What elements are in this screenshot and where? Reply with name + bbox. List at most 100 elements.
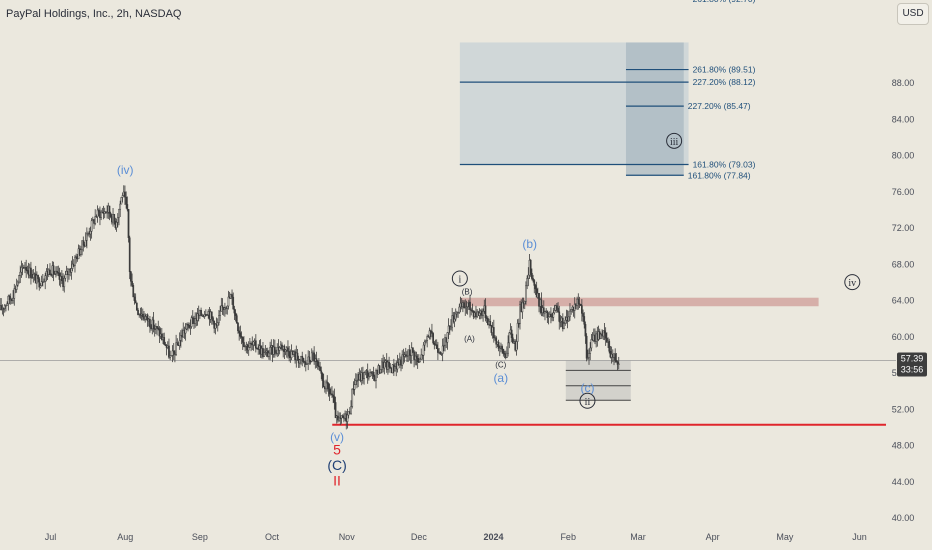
candle-body[interactable]	[590, 339, 593, 349]
candle-body[interactable]	[308, 356, 311, 362]
candle-body[interactable]	[583, 316, 586, 325]
candle-body[interactable]	[442, 344, 445, 347]
candle-body[interactable]	[40, 281, 43, 286]
candle-body[interactable]	[525, 285, 527, 302]
candle-body[interactable]	[86, 233, 88, 241]
candle-body[interactable]	[171, 350, 174, 356]
candle-body[interactable]	[296, 352, 299, 360]
candle-body[interactable]	[126, 204, 129, 210]
candle-body[interactable]	[157, 327, 160, 330]
candle-body[interactable]	[420, 354, 423, 360]
candle-body[interactable]	[178, 340, 181, 346]
candle-body[interactable]	[216, 322, 219, 327]
candle-body[interactable]	[542, 307, 545, 314]
candle-body[interactable]	[582, 313, 584, 317]
candle-body[interactable]	[119, 203, 122, 210]
candle-body[interactable]	[137, 309, 139, 316]
candle-body[interactable]	[354, 380, 357, 385]
candle-body[interactable]	[510, 329, 513, 338]
candle-body[interactable]	[318, 365, 320, 368]
candle-body[interactable]	[218, 315, 220, 323]
candle-body[interactable]	[585, 335, 588, 359]
candle-body[interactable]	[435, 344, 438, 349]
candle-body[interactable]	[316, 361, 319, 367]
candle-body[interactable]	[419, 359, 421, 363]
candle-body[interactable]	[313, 352, 315, 362]
candle-body[interactable]	[243, 342, 245, 348]
candle-body[interactable]	[334, 402, 337, 418]
candle-body[interactable]	[346, 414, 349, 422]
candle-body[interactable]	[429, 330, 432, 332]
candle-body[interactable]	[152, 319, 155, 329]
candle-body[interactable]	[176, 342, 179, 346]
candle-body[interactable]	[603, 330, 606, 334]
candle-body[interactable]	[194, 318, 196, 324]
candle-body[interactable]	[37, 275, 39, 280]
candle-body[interactable]	[454, 313, 457, 320]
candle-body[interactable]	[240, 336, 243, 338]
candle-body[interactable]	[465, 306, 468, 308]
candle-body[interactable]	[232, 296, 235, 310]
candle-body[interactable]	[489, 320, 492, 326]
candle-body[interactable]	[212, 317, 214, 322]
candle-body[interactable]	[527, 274, 530, 279]
candle-body[interactable]	[617, 363, 620, 365]
candle-body[interactable]	[422, 344, 425, 356]
candle-body[interactable]	[557, 307, 559, 313]
candle-body[interactable]	[552, 312, 555, 318]
candle-body[interactable]	[332, 394, 335, 397]
candle-body[interactable]	[457, 311, 459, 314]
candle-body[interactable]	[322, 380, 325, 388]
candle-body[interactable]	[508, 332, 511, 344]
candle-body[interactable]	[146, 314, 149, 322]
candle-body[interactable]	[450, 326, 452, 330]
candle-body[interactable]	[95, 216, 98, 218]
candle-body[interactable]	[38, 278, 41, 288]
candle-body[interactable]	[233, 308, 236, 314]
candle-body[interactable]	[31, 277, 33, 279]
candle-body[interactable]	[264, 351, 267, 354]
candle-body[interactable]	[516, 322, 519, 342]
candle-body[interactable]	[416, 358, 419, 362]
candle-body[interactable]	[604, 332, 607, 339]
candle-body[interactable]	[39, 285, 42, 288]
candle-body[interactable]	[221, 305, 224, 308]
candle-body[interactable]	[567, 316, 570, 322]
candle-body[interactable]	[227, 296, 230, 307]
candle-body[interactable]	[80, 249, 82, 255]
candle-body[interactable]	[339, 417, 342, 420]
candle-body[interactable]	[578, 303, 581, 305]
candle-body[interactable]	[249, 342, 251, 348]
candle-body[interactable]	[453, 318, 456, 322]
candle-body[interactable]	[353, 384, 356, 390]
candle-body[interactable]	[600, 333, 602, 339]
candle-body[interactable]	[187, 324, 189, 326]
candle-body[interactable]	[94, 216, 97, 224]
candle-body[interactable]	[210, 311, 213, 318]
candle-body[interactable]	[132, 285, 135, 298]
candle-body[interactable]	[81, 240, 83, 250]
candle-body[interactable]	[586, 357, 589, 359]
candle-body[interactable]	[506, 352, 508, 358]
candle-body[interactable]	[135, 302, 138, 311]
candle-body[interactable]	[495, 337, 498, 345]
candle-body[interactable]	[13, 288, 16, 299]
candle-body[interactable]	[366, 370, 369, 379]
candle-body[interactable]	[589, 347, 592, 354]
candle-body[interactable]	[235, 315, 238, 324]
candle-body[interactable]	[484, 305, 487, 319]
candle-body[interactable]	[320, 370, 323, 374]
candle-body[interactable]	[120, 197, 123, 205]
candle-body[interactable]	[325, 381, 327, 390]
candle-body[interactable]	[569, 310, 571, 318]
candle-body[interactable]	[363, 372, 365, 380]
candle-body[interactable]	[134, 300, 137, 304]
candle-body[interactable]	[196, 313, 199, 321]
candle-body[interactable]	[556, 305, 558, 309]
candle-body[interactable]	[319, 366, 321, 372]
candle-body[interactable]	[602, 330, 605, 337]
candle-body[interactable]	[263, 352, 266, 357]
candle-body[interactable]	[417, 361, 420, 363]
candle-body[interactable]	[498, 347, 501, 349]
candle-body[interactable]	[32, 274, 35, 278]
